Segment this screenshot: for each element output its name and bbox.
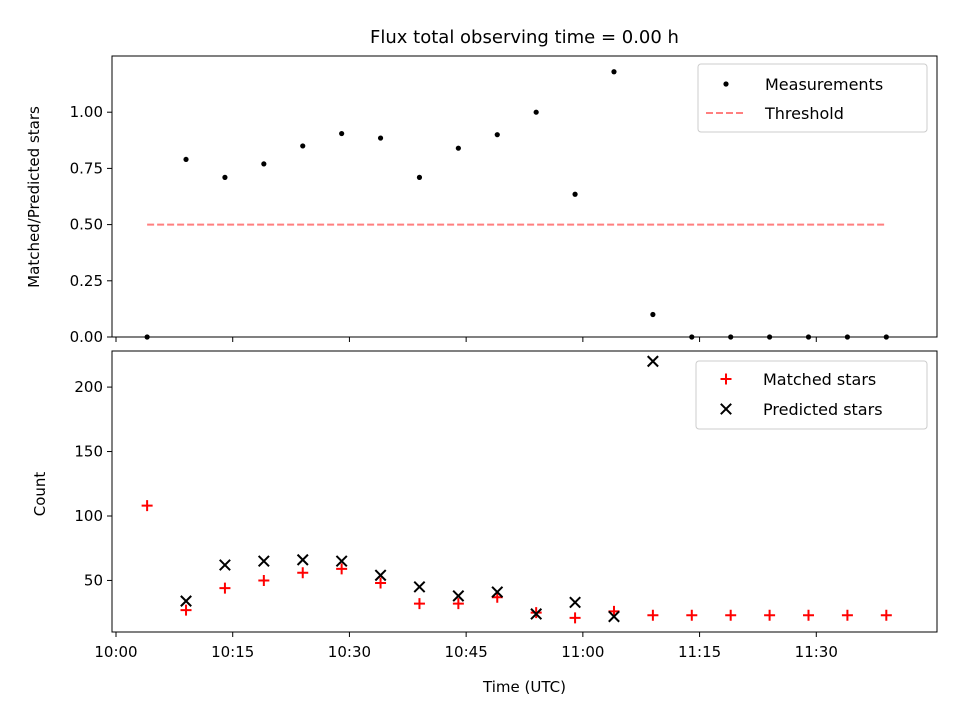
legend-box-ratio [697,63,928,133]
matched-star-point [803,609,815,621]
measurement-point [300,143,306,149]
measurement-point [844,334,851,340]
measurement-point [728,334,734,340]
x-tick-label: 10:00 [94,643,137,661]
matched-star-point [880,609,892,621]
legend-label-matched: Matched stars [763,370,876,389]
x-axis-label: Time (UTC) [482,678,566,696]
measurement-point [494,132,500,138]
measurement-point [572,191,578,197]
y-tick-label-counts: 100 [74,507,103,525]
measurement-point [689,334,695,340]
predicted-star-point [413,580,426,593]
panel-ratio: 0.00 0.25 0.50 0.75 1.00 Matched/Predicted s… [25,55,938,346]
legend-marker-measurements [723,81,729,87]
predicted-star-point [296,553,309,566]
measurement-point [455,145,461,151]
y-tick-label-ratio: 0.75 [70,159,103,177]
legend-label-measurements: Measurements [765,75,883,94]
panel-counts: 50 100 150 200 10:00 10:15 10:30 10:45 11:00 11:… [31,350,938,696]
legend-marker-predicted [720,403,732,415]
x-tick-label: 11:15 [678,643,721,661]
predicted-star-point [374,569,387,582]
predicted-star-point [335,555,348,568]
predicted-star-point [530,608,543,620]
x-tick-label: 10:15 [211,643,254,661]
matched-star-point [569,612,581,624]
matched-star-point [452,598,464,610]
y-tick-label-counts: 50 [84,571,103,589]
measurement-point [261,161,267,167]
y-axis-label-counts: Count [31,472,49,517]
legend-label-threshold: Threshold [764,104,844,123]
matched-star-point [375,577,387,589]
measurement-point [805,334,812,340]
y-tick-label-ratio: 0.25 [70,272,103,290]
legend-label-predicted: Predicted stars [763,400,883,419]
x-tick-label: 11:30 [795,643,838,661]
predicted-star-point [491,586,504,598]
measurement-point [533,109,539,115]
y-axis-label-ratio: Matched/Predicted stars [25,106,43,288]
measurement-point [377,135,384,141]
predicted-star-point [257,555,270,568]
y-tick-label-ratio: 0.50 [70,216,103,234]
predicted-star-point [219,559,231,571]
measurement-point [339,130,345,137]
measurement-point [222,174,228,180]
chart-title: Flux total observing time = 0.00 h [370,27,679,48]
x-tick-label: 11:00 [561,643,604,661]
x-tick-label: 10:30 [328,643,371,661]
matched-star-point [647,609,659,621]
x-tick-label: 10:45 [445,643,488,661]
measurement-point [416,174,423,180]
measurement-point [767,334,773,340]
predicted-star-point [180,595,192,607]
legend-marker-matched [720,373,732,385]
matched-star-point [297,567,309,579]
matched-star-point [764,609,776,621]
predicted-star-point [569,596,581,609]
matched-star-point [491,591,503,603]
y-tick-label-counts: 200 [74,378,103,396]
measurement-point [883,334,889,340]
matched-star-point [725,609,737,621]
legend-counts: Matched stars Predicted stars [695,360,928,430]
legend-box-counts [695,360,928,430]
predicted-star-point [608,610,620,623]
matched-star-point [180,604,192,616]
measurement-point [144,334,150,340]
measurement-point [650,311,656,318]
predicted-star-point [646,355,659,368]
matched-star-point [219,582,231,594]
matched-star-point [258,574,270,586]
y-tick-label-ratio: 0.00 [70,328,103,346]
matched-star-point [608,605,620,617]
y-tick-label-counts: 150 [74,443,103,461]
matched-star-point [686,609,698,621]
predicted-star-point [452,590,465,602]
matched-star-point [336,563,348,575]
measurement-point [611,69,617,75]
legend-ratio: Measurements Threshold [697,63,928,133]
matched-star-point [141,500,153,512]
measurement-point [183,156,189,163]
matched-star-point [841,609,853,621]
y-tick-label-ratio: 1.00 [70,103,103,121]
matched-star-point [413,598,425,610]
